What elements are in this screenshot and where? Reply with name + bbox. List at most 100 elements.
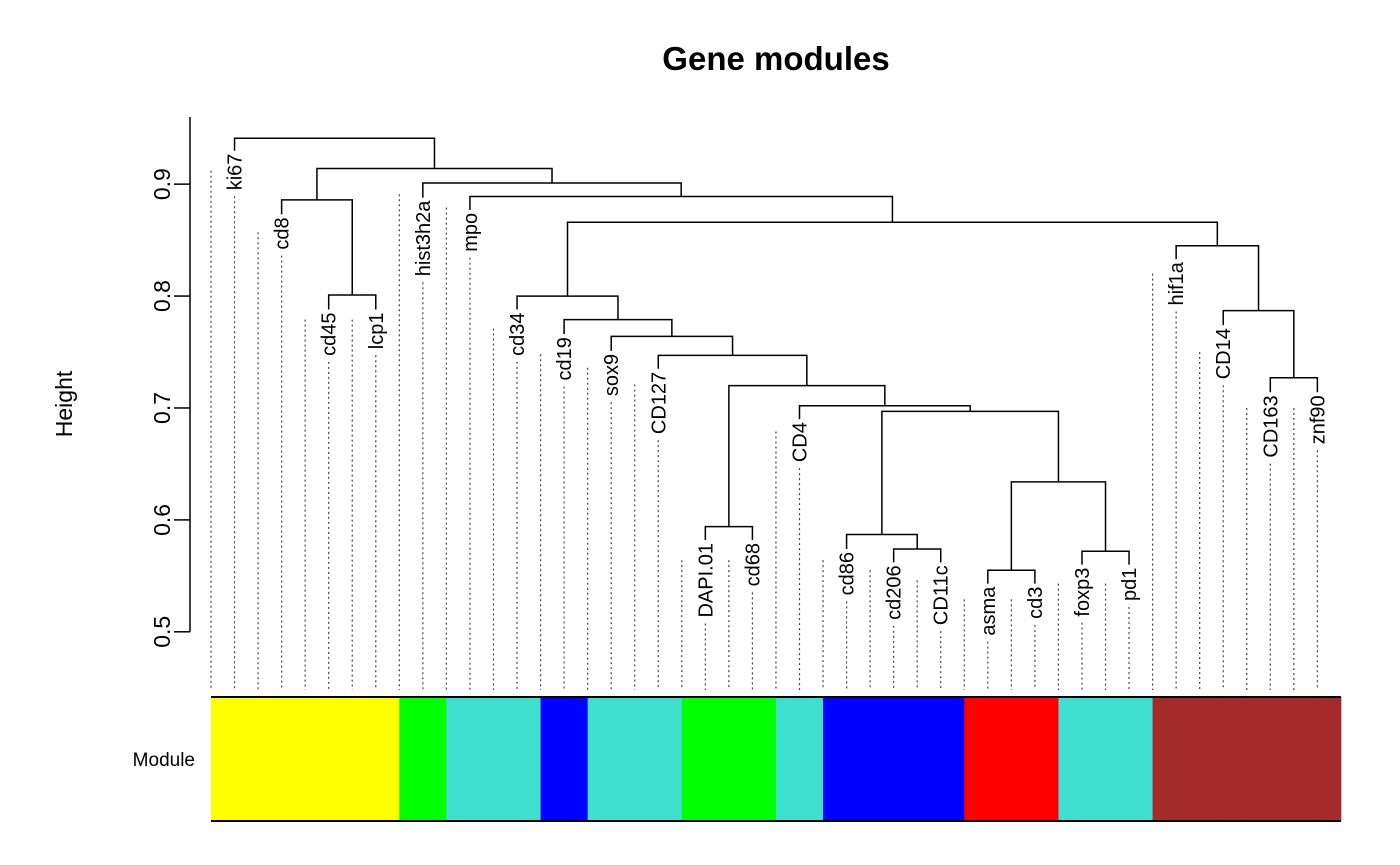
branch	[881, 410, 1060, 535]
leaf-label: cd19	[554, 337, 576, 380]
module-cell	[681, 697, 706, 821]
leaf-label: pd1	[1119, 568, 1141, 601]
leaf-label: sox9	[601, 354, 623, 396]
module-cell	[1081, 697, 1106, 821]
leaf-label: CD14	[1213, 328, 1235, 379]
leaf-label: cd34	[507, 312, 529, 355]
branch	[316, 167, 553, 200]
branch	[1081, 550, 1130, 565]
module-cell	[1011, 697, 1036, 821]
module-cell	[564, 697, 589, 821]
branch	[327, 294, 377, 310]
branch	[892, 548, 942, 563]
leaf-label: CD127	[648, 372, 670, 434]
module-cell	[634, 697, 659, 821]
module-cell	[1176, 697, 1201, 821]
leaf-label: mpo	[460, 213, 482, 252]
module-cell	[1129, 697, 1153, 821]
module-cell	[752, 697, 777, 821]
leaf-label: hist3h2a	[413, 200, 435, 276]
module-cell	[211, 697, 235, 821]
leaf-label: CD163	[1260, 395, 1282, 457]
leaf-label: CD11c	[931, 565, 953, 625]
leaf-label: CD4	[790, 422, 812, 462]
module-cell	[1246, 697, 1271, 821]
branch	[798, 404, 971, 420]
module-cell	[846, 697, 871, 821]
module-cell	[1034, 697, 1059, 821]
module-cell	[328, 697, 353, 821]
branch	[422, 182, 682, 198]
branch	[516, 295, 619, 320]
leaf-label: znf90	[1307, 395, 1329, 444]
module-cell	[305, 697, 330, 821]
module-cell	[964, 697, 989, 821]
y-tick-label: 0.5	[149, 616, 175, 648]
branch	[233, 137, 436, 169]
module-cell	[258, 697, 283, 821]
branch	[566, 221, 1219, 297]
module-cell	[1270, 697, 1295, 821]
module-cell	[399, 697, 424, 821]
leaf-label: cd86	[837, 552, 859, 595]
color-label: Module	[133, 750, 195, 771]
module-cell	[1058, 697, 1083, 821]
leaf-label: lcp1	[366, 312, 388, 349]
module-cell	[728, 697, 753, 821]
module-cell	[799, 697, 824, 821]
module-cell	[517, 697, 541, 821]
branch	[610, 335, 734, 356]
module-cell	[987, 697, 1012, 821]
leaf-label: ki67	[225, 154, 247, 191]
module-cell	[469, 697, 494, 821]
leaf-label: cd8	[272, 217, 294, 249]
module-cell	[611, 697, 636, 821]
module-cell	[1105, 697, 1130, 821]
module-cell	[1199, 697, 1224, 821]
branch	[1010, 481, 1107, 571]
module-cell	[893, 697, 918, 821]
module-cell	[940, 697, 965, 821]
module-cell	[493, 697, 518, 821]
branch	[728, 384, 886, 527]
branch	[987, 569, 1036, 584]
branch	[845, 533, 918, 549]
leaf-label: DAPI.01	[695, 543, 717, 617]
branch	[563, 318, 673, 337]
module-cell	[1152, 697, 1177, 821]
leaf-label: asma	[978, 586, 1000, 636]
y-tick-label: 0.6	[149, 504, 175, 536]
module-cell	[1223, 697, 1248, 821]
module-cell	[540, 697, 565, 821]
module-cell	[823, 697, 847, 821]
module-cell	[1317, 697, 1342, 821]
chart-title: Gene modules	[662, 40, 889, 77]
leaf-label: hif1a	[1166, 261, 1188, 305]
y-tick-label: 0.7	[149, 392, 175, 424]
leaf-label: cd206	[884, 565, 906, 620]
y-tick-label: 0.8	[149, 280, 175, 312]
module-cell	[705, 697, 730, 821]
branch	[657, 354, 808, 386]
branch	[1175, 244, 1260, 311]
leaf-label: foxp3	[1072, 568, 1094, 617]
branch	[469, 195, 894, 223]
module-cell	[281, 697, 306, 821]
module-cell	[422, 697, 447, 821]
leaf-label: cd3	[1025, 587, 1047, 619]
y-tick-label: 0.9	[149, 168, 175, 200]
module-cell	[234, 697, 259, 821]
branch	[704, 525, 754, 541]
module-cell	[775, 697, 800, 821]
module-cell	[446, 697, 471, 821]
leaf-label: cd45	[319, 312, 341, 355]
module-cell	[352, 697, 377, 821]
module-cell	[375, 697, 400, 821]
leaf-label: cd68	[742, 543, 764, 586]
module-cell	[870, 697, 895, 821]
branch	[1269, 377, 1319, 393]
module-cell	[1293, 697, 1318, 821]
module-cell	[917, 697, 942, 821]
module-cell	[587, 697, 612, 821]
